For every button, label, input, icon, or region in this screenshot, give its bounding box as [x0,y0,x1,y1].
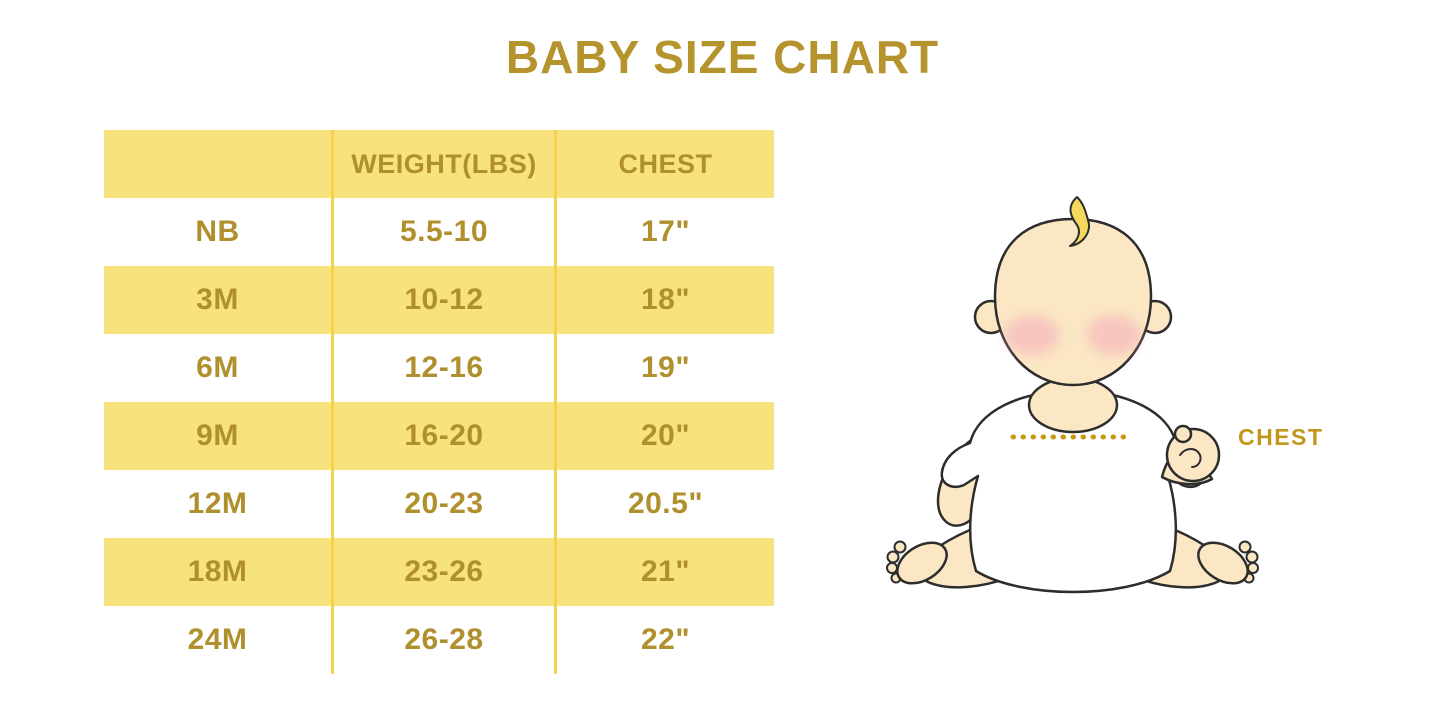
baby-illustration [880,185,1340,605]
size-cell: 9M [196,419,239,452]
weight-cell: 26-28 [331,606,557,674]
size-cell: 18M [187,555,248,588]
table-row: 3M 10-12 18" [104,266,774,334]
table-header-row: WEIGHT(LBS) CHEST [104,130,774,198]
baby-hair [1069,196,1090,247]
chest-cell: 19" [640,351,691,384]
chest-measure-label: CHEST [1238,424,1324,450]
weight-cell: 12-16 [331,334,557,402]
table-row: NB 5.5-10 17" [104,198,774,266]
header-size [104,130,331,198]
table-row: 18M 23-26 21" [104,538,774,606]
size-cell: 3M [196,283,239,316]
table-row: 9M 16-20 20" [104,402,774,470]
baby-right-cheek [1087,315,1141,355]
size-cell: NB [195,215,240,248]
baby-illustration-svg [886,196,1259,594]
chest-cell: 21" [640,555,691,588]
table-row: 6M 12-16 19" [104,334,774,402]
size-cell: 24M [187,623,248,656]
baby-right-arm [1160,424,1221,486]
chest-cell: 22" [640,623,691,656]
weight-cell: 5.5-10 [331,198,557,266]
weight-cell: 20-23 [331,470,557,538]
size-cell: 6M [196,351,239,384]
chest-cell: 20" [640,419,691,452]
chest-cell: 17" [640,215,691,248]
size-cell: 12M [187,487,248,520]
table-row: 24M 26-28 22" [104,606,774,674]
table-row: 12M 20-23 20.5" [104,470,774,538]
chest-cell: 20.5" [627,487,704,520]
baby-left-cheek [1005,315,1059,355]
chest-cell: 18" [640,283,691,316]
size-table: WEIGHT(LBS) CHEST NB 5.5-10 17" 3M 10-12… [104,130,774,674]
header-weight: WEIGHT(LBS) [331,130,557,198]
weight-cell: 10-12 [331,266,557,334]
header-chest: CHEST [618,148,713,179]
page-title: BABY SIZE CHART [505,31,940,83]
weight-cell: 23-26 [331,538,557,606]
weight-cell: 16-20 [331,402,557,470]
